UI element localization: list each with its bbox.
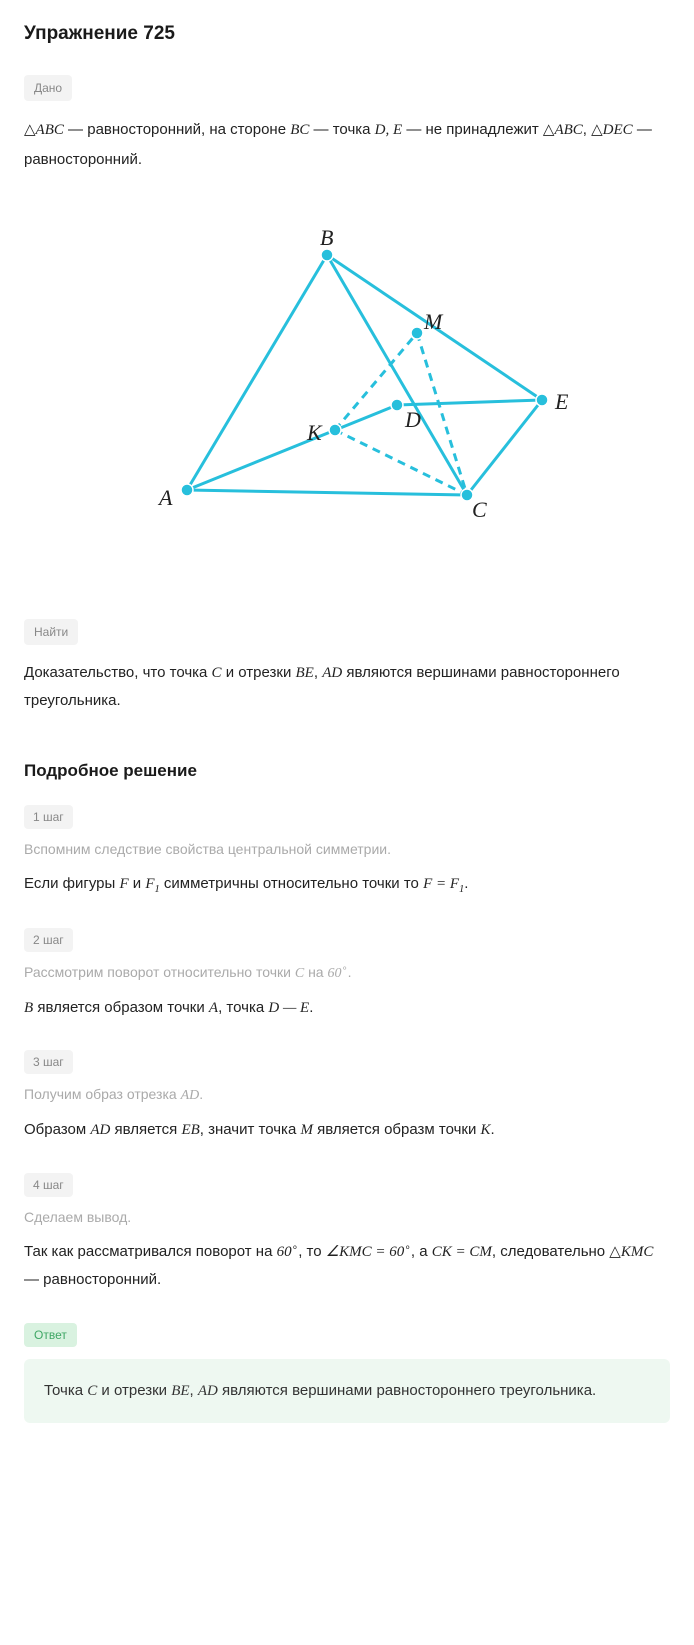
step-hint: Вспомним следствие свойства центральной …	[24, 839, 670, 860]
svg-text:M: M	[423, 309, 444, 334]
step-label: 1 шаг	[24, 805, 73, 829]
answer-box: Точка C и отрезки BE, AD являются вершин…	[24, 1359, 670, 1424]
given-badge: Дано	[24, 75, 72, 101]
step-body: Если фигуры F и F1 симметричны относител…	[24, 870, 670, 900]
step-body: Образом AD является EB, значит точка M я…	[24, 1116, 670, 1145]
solution-step: 2 шаг Рассмотрим поворот относительно точ…	[24, 928, 670, 1023]
solution-step: 1 шаг Вспомним следствие свойства централ…	[24, 805, 670, 900]
steps-container: 1 шаг Вспомним следствие свойства централ…	[24, 805, 670, 1295]
step-label: 3 шаг	[24, 1050, 73, 1074]
solution-step: 4 шаг Сделаем вывод. Так как рассматривалс…	[24, 1173, 670, 1295]
exercise-title: Упражнение 725	[24, 20, 670, 49]
solution-heading: Подробное решение	[24, 758, 670, 784]
given-text: △ABC — равносторонний, на стороне BC — т…	[24, 115, 670, 175]
step-label: 4 шаг	[24, 1173, 73, 1197]
step-hint: Сделаем вывод.	[24, 1207, 670, 1228]
step-hint: Рассмотрим поворот относительно точки C …	[24, 962, 670, 984]
find-badge: Найти	[24, 619, 78, 645]
svg-text:B: B	[320, 225, 333, 250]
step-body: B является образом точки A, точка D — E.	[24, 994, 670, 1023]
svg-text:K: K	[306, 420, 323, 445]
svg-text:D: D	[404, 407, 421, 432]
step-hint: Получим образ отрезка AD.	[24, 1084, 670, 1106]
find-text: Доказательство, что точка C и отрезки BE…	[24, 659, 670, 714]
geometry-diagram: A B C D E K M	[24, 215, 670, 563]
svg-text:C: C	[472, 497, 487, 522]
step-label: 2 шаг	[24, 928, 73, 952]
step-body: Так как рассматривался поворот на 60∘, т…	[24, 1238, 670, 1295]
solution-step: 3 шаг Получим образ отрезка AD. Образом AD…	[24, 1050, 670, 1145]
svg-text:E: E	[554, 389, 569, 414]
svg-text:A: A	[157, 485, 173, 510]
answer-badge: Ответ	[24, 1323, 77, 1347]
